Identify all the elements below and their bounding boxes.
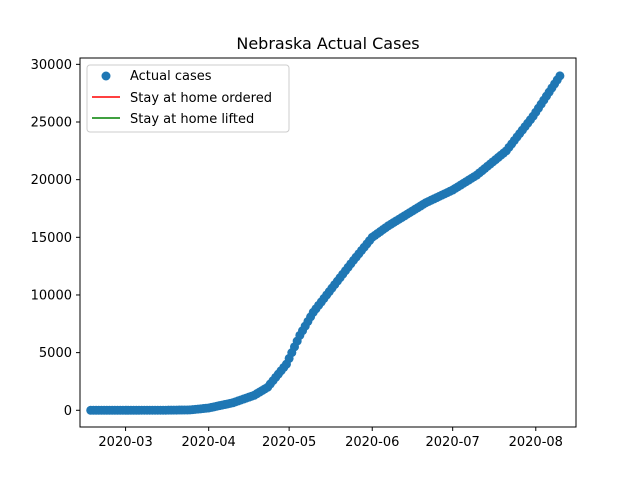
y-tick-label: 5000 <box>39 346 72 361</box>
x-tick-label: 2020-07 <box>426 435 480 450</box>
legend-label-actual-cases: Actual cases <box>130 69 212 84</box>
x-tick-label: 2020-04 <box>182 435 236 450</box>
axes: 0 5000 10000 15000 20000 25000 30000 2020-03 202… <box>31 58 563 450</box>
legend-label-stay-at-home-lifted: Stay at home lifted <box>130 112 254 127</box>
x-tick-label: 2020-03 <box>98 435 152 450</box>
x-tick-label: 2020-05 <box>262 435 316 450</box>
x-tick-label: 2020-08 <box>509 435 563 450</box>
legend-marker-actual-cases <box>101 71 111 81</box>
plot-frame <box>79 57 577 428</box>
legend-label-stay-at-home-ordered: Stay at home ordered <box>130 91 272 106</box>
legend: Actual cases Stay at home ordered Stay a… <box>86 64 290 133</box>
chart-title: Nebraska Actual Cases <box>236 34 419 53</box>
y-tick-label: 10000 <box>31 288 72 303</box>
y-tick-label: 30000 <box>31 58 72 73</box>
data-point <box>555 71 565 81</box>
y-tick-label: 15000 <box>31 231 72 246</box>
legend-box <box>86 64 290 133</box>
data-points <box>86 71 565 415</box>
x-tick-label: 2020-06 <box>345 435 399 450</box>
y-tick-label: 0 <box>64 404 72 419</box>
y-tick-label: 25000 <box>31 115 72 130</box>
y-tick-label: 20000 <box>31 173 72 188</box>
